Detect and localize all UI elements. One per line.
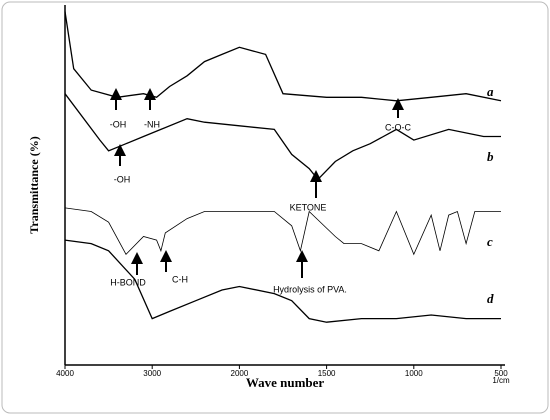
series-label: b: [487, 149, 494, 164]
x-tick-label: 2000: [231, 369, 249, 378]
spectrum-line: [64, 93, 501, 181]
x-unit: 1/cm: [492, 376, 510, 385]
annotation: C-H: [172, 274, 188, 284]
x-tick-label: 4000: [56, 369, 74, 378]
spectrum-line: [64, 207, 501, 256]
annotation: -OH: [114, 174, 131, 184]
annotations: -OH -NH C-O-C -OH KETONE H-BOND C-H Hydr…: [110, 88, 411, 294]
spectrum-line: [64, 11, 502, 102]
spectrum-line: [64, 239, 501, 323]
x-axis-label: Wave number: [246, 375, 325, 390]
x-tick-label: 1500: [318, 369, 336, 378]
series-label: a: [487, 84, 494, 99]
x-tick-label: 500: [494, 369, 508, 378]
annotation: H-BOND: [110, 277, 146, 287]
x-tick-label: 3000: [143, 369, 161, 378]
annotation: -OH: [110, 119, 127, 129]
y-axis-label: Transmittance (%): [27, 136, 41, 233]
annotation: Hydrolysis of PVA.: [273, 284, 347, 294]
annotation: -NH: [144, 119, 160, 129]
annotation: KETONE: [290, 202, 327, 212]
frame: [1, 1, 549, 414]
x-tick-label: 1000: [405, 369, 423, 378]
series-label: d: [487, 291, 494, 306]
annotation: C-O-C: [385, 122, 411, 132]
series-label: c: [487, 234, 493, 249]
